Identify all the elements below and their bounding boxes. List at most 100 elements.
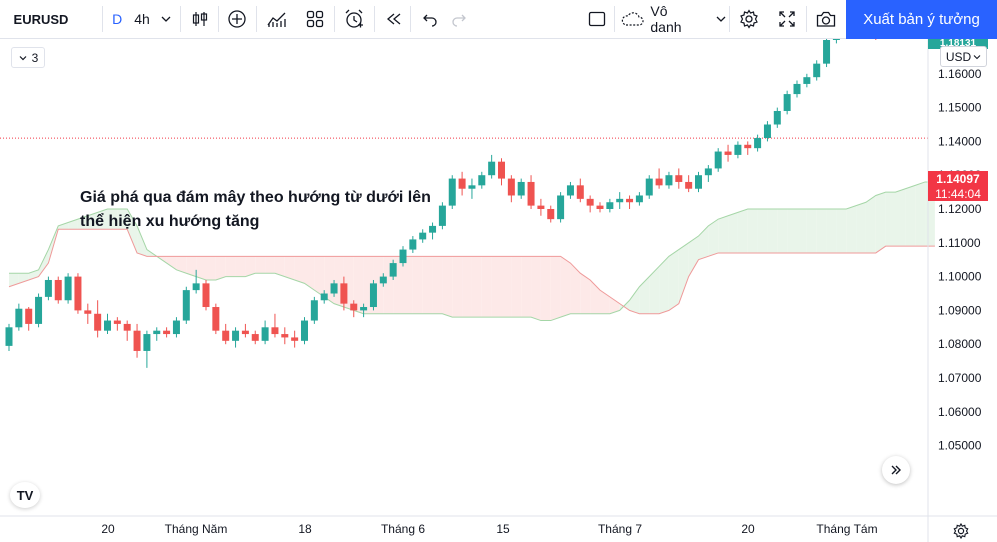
cloud-segment: [255, 256, 266, 274]
cloud-segment: [58, 222, 69, 230]
candle: [527, 175, 535, 209]
cloud-segment: [521, 256, 532, 318]
candle: [251, 330, 259, 345]
cloud-segment: [491, 256, 502, 318]
cloud-segment: [166, 256, 177, 270]
indicators-button[interactable]: [260, 0, 294, 38]
countdown-tag: 11:44:04: [928, 186, 988, 201]
candle: [596, 202, 604, 213]
cloud-segment: [137, 225, 147, 257]
plus-circle-icon: [228, 10, 246, 28]
cloud-icon: [621, 12, 644, 26]
indicators-icon: [267, 12, 286, 27]
redo-button[interactable]: [445, 0, 473, 38]
candle: [399, 246, 407, 267]
candle: [143, 330, 151, 368]
cloud-segment: [403, 256, 413, 314]
publish-label: Xuất bản ý tưởng: [863, 11, 980, 28]
candle: [281, 327, 289, 345]
time-tick-label: 18: [298, 522, 312, 536]
cloud-segment: [767, 209, 778, 253]
candle: [478, 171, 486, 189]
candle: [695, 171, 702, 193]
candle: [763, 121, 771, 142]
alarm-clock-icon: [345, 9, 363, 28]
current-price-label: 1.14097: [936, 171, 980, 186]
fullscreen-icon: [779, 11, 795, 27]
cloud-segment: [856, 202, 866, 253]
chevron-down-icon: [973, 54, 981, 59]
candle: [64, 273, 72, 304]
top-price-label: 1.18131: [939, 39, 977, 49]
cloud-segment: [895, 188, 906, 247]
cloud-segment: [412, 256, 423, 314]
cloud-segment: [77, 215, 88, 230]
cloud-segment: [708, 219, 719, 257]
chart-annotation[interactable]: Giá phá qua đám mây theo hướng từ dưới l…: [80, 186, 431, 234]
layout-name-button[interactable]: Vô danh: [619, 0, 727, 38]
cloud-segment: [816, 209, 827, 253]
time-tick-label: Tháng Tám: [816, 522, 877, 536]
divider: [180, 6, 181, 32]
candle: [685, 175, 693, 193]
divider: [218, 6, 219, 32]
price-tick-label: 1.07000: [938, 371, 982, 385]
cloud-segment: [531, 256, 541, 321]
candle: [783, 90, 791, 115]
candle: [291, 330, 299, 348]
cloud-segment: [442, 256, 453, 318]
candle: [320, 290, 328, 304]
templates-button[interactable]: [298, 0, 332, 38]
templates-icon: [306, 10, 324, 28]
cloud-segment: [462, 256, 472, 318]
cloud-segment: [117, 209, 128, 230]
fullscreen-button[interactable]: [772, 0, 802, 38]
symbol-search-button[interactable]: EURUSD: [6, 0, 76, 38]
chart-type-button[interactable]: [184, 0, 216, 38]
time-tick-label: Tháng Năm: [165, 522, 228, 536]
scroll-to-realtime-button[interactable]: [882, 456, 910, 484]
fullscreen-layout-button[interactable]: [582, 0, 612, 38]
replay-button[interactable]: [378, 0, 410, 38]
top-toolbar: EURUSD D 4h Vô danh: [0, 0, 997, 39]
candle: [222, 323, 230, 345]
gear-icon[interactable]: [953, 522, 969, 540]
candle: [84, 303, 92, 324]
camera-icon: [816, 11, 836, 27]
cloud-segment: [176, 256, 187, 274]
divider: [102, 6, 103, 32]
interval-button[interactable]: D 4h: [104, 0, 180, 38]
price-axis[interactable]: 1.170001.160001.150001.140001.130001.120…: [938, 39, 982, 453]
candle: [734, 141, 742, 159]
settings-button[interactable]: [734, 0, 764, 38]
candle: [104, 313, 111, 335]
price-chart[interactable]: 1.170001.160001.150001.140001.130001.120…: [0, 39, 997, 542]
cloud-segment: [511, 256, 522, 318]
price-tick-label: 1.11000: [938, 236, 981, 250]
cloud-segment: [560, 256, 571, 318]
interval-d-label: D: [112, 11, 123, 27]
publish-idea-button[interactable]: Xuất bản ý tưởng: [846, 0, 997, 39]
undo-button[interactable]: [416, 0, 444, 38]
cloud-segment: [668, 249, 679, 311]
currency-selector[interactable]: USD: [940, 46, 987, 67]
cloud-segment: [353, 256, 364, 314]
candle: [301, 317, 308, 345]
candle: [645, 175, 653, 199]
chevron-down-icon: [716, 16, 726, 22]
snapshot-button[interactable]: [810, 0, 842, 38]
time-tick-label: Tháng 7: [598, 522, 642, 536]
cloud-segment: [609, 296, 620, 314]
compare-button[interactable]: [221, 0, 253, 38]
candle: [271, 313, 279, 338]
alert-button[interactable]: [337, 0, 371, 38]
cloud-segment: [127, 209, 138, 253]
cloud-segment: [905, 185, 916, 247]
cloud-segment: [639, 276, 650, 314]
tradingview-logo[interactable]: TV: [10, 482, 40, 508]
legend-toggle-button[interactable]: 3: [11, 47, 45, 68]
time-axis[interactable]: 20 Tháng Năm 18 Tháng 6 15 Tháng 7 20 Tháng Tám: [101, 522, 877, 536]
candle: [576, 178, 584, 203]
cloud-segment: [915, 181, 926, 247]
candle: [714, 148, 722, 172]
